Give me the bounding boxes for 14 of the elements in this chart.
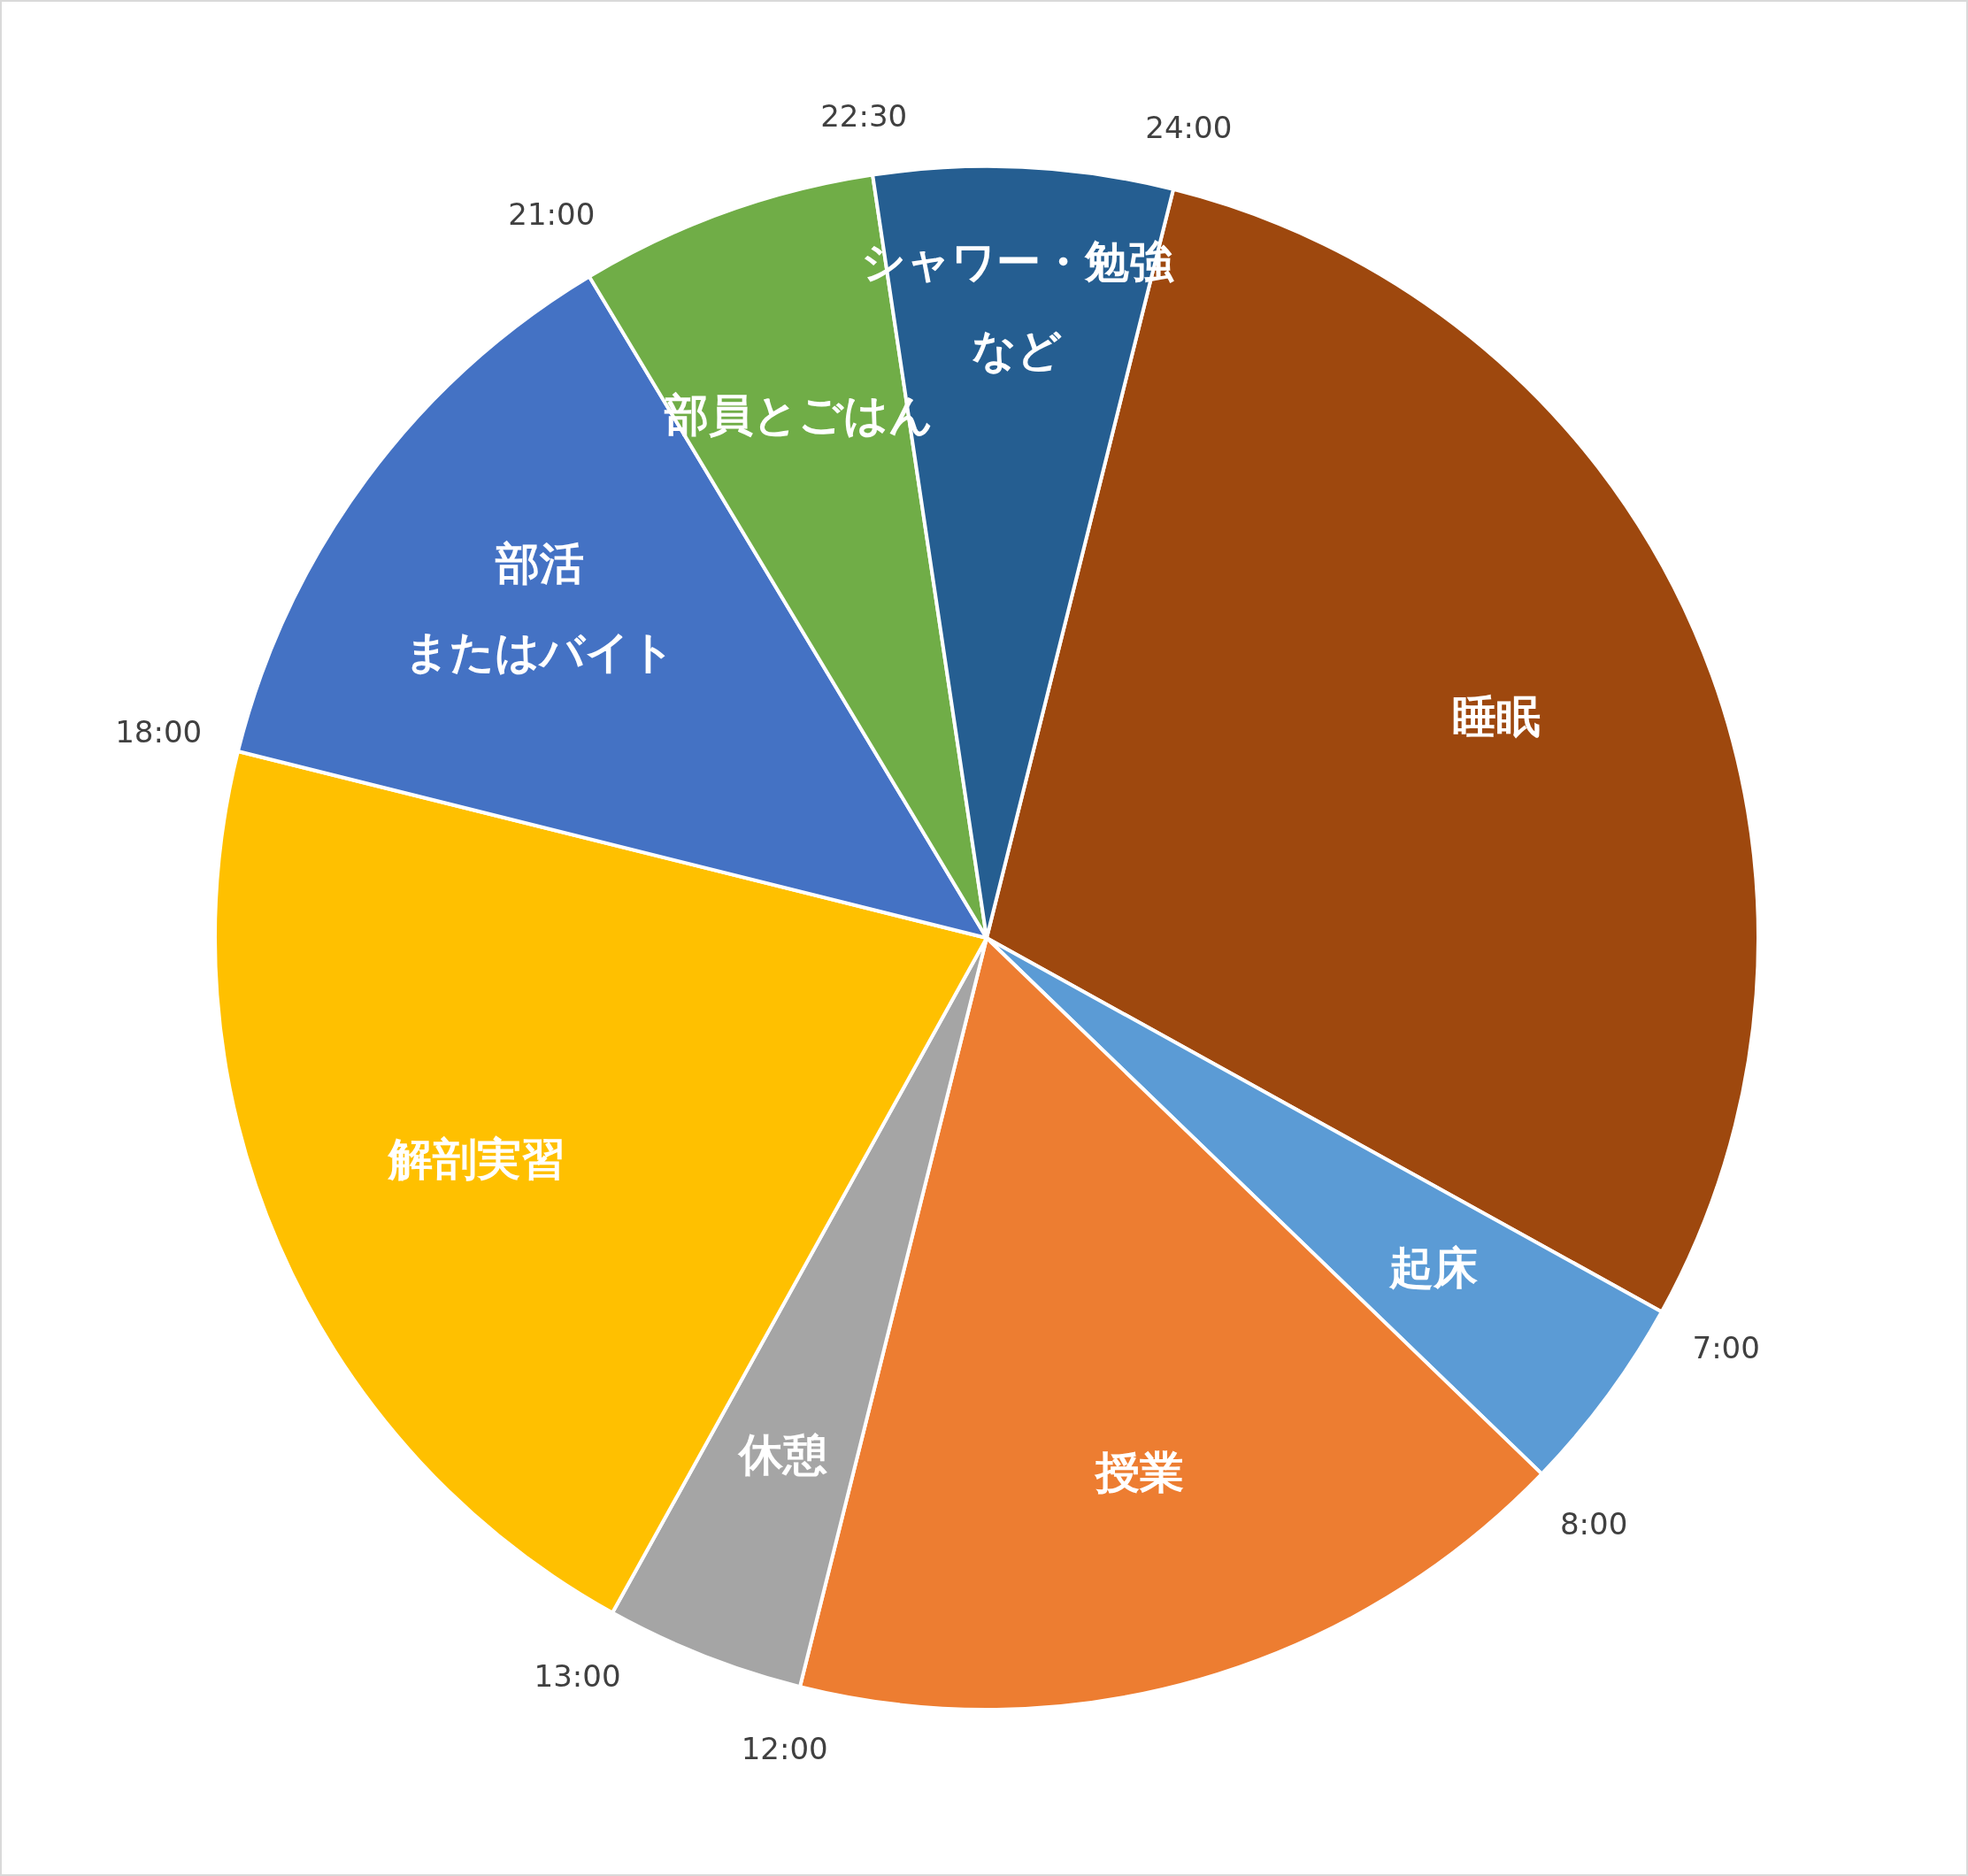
- text: 21:00: [508, 196, 596, 232]
- text: 13:00: [534, 1657, 621, 1694]
- text: 12:00: [741, 1730, 828, 1766]
- text: 22:30: [820, 97, 908, 134]
- text: 24:00: [1145, 110, 1233, 146]
- slice-label: 部活またはバイト: [404, 537, 676, 678]
- slice-label: 起床: [1388, 1242, 1478, 1295]
- slice-label: 睡眠: [1451, 690, 1541, 742]
- text: 18:00: [115, 713, 203, 750]
- slice-label: 授業: [1094, 1446, 1185, 1498]
- slice-label: 解剖実習: [387, 1134, 566, 1186]
- slice-label: 休憩: [736, 1429, 827, 1481]
- text: 8:00: [1559, 1506, 1628, 1542]
- text: 7:00: [1692, 1329, 1760, 1365]
